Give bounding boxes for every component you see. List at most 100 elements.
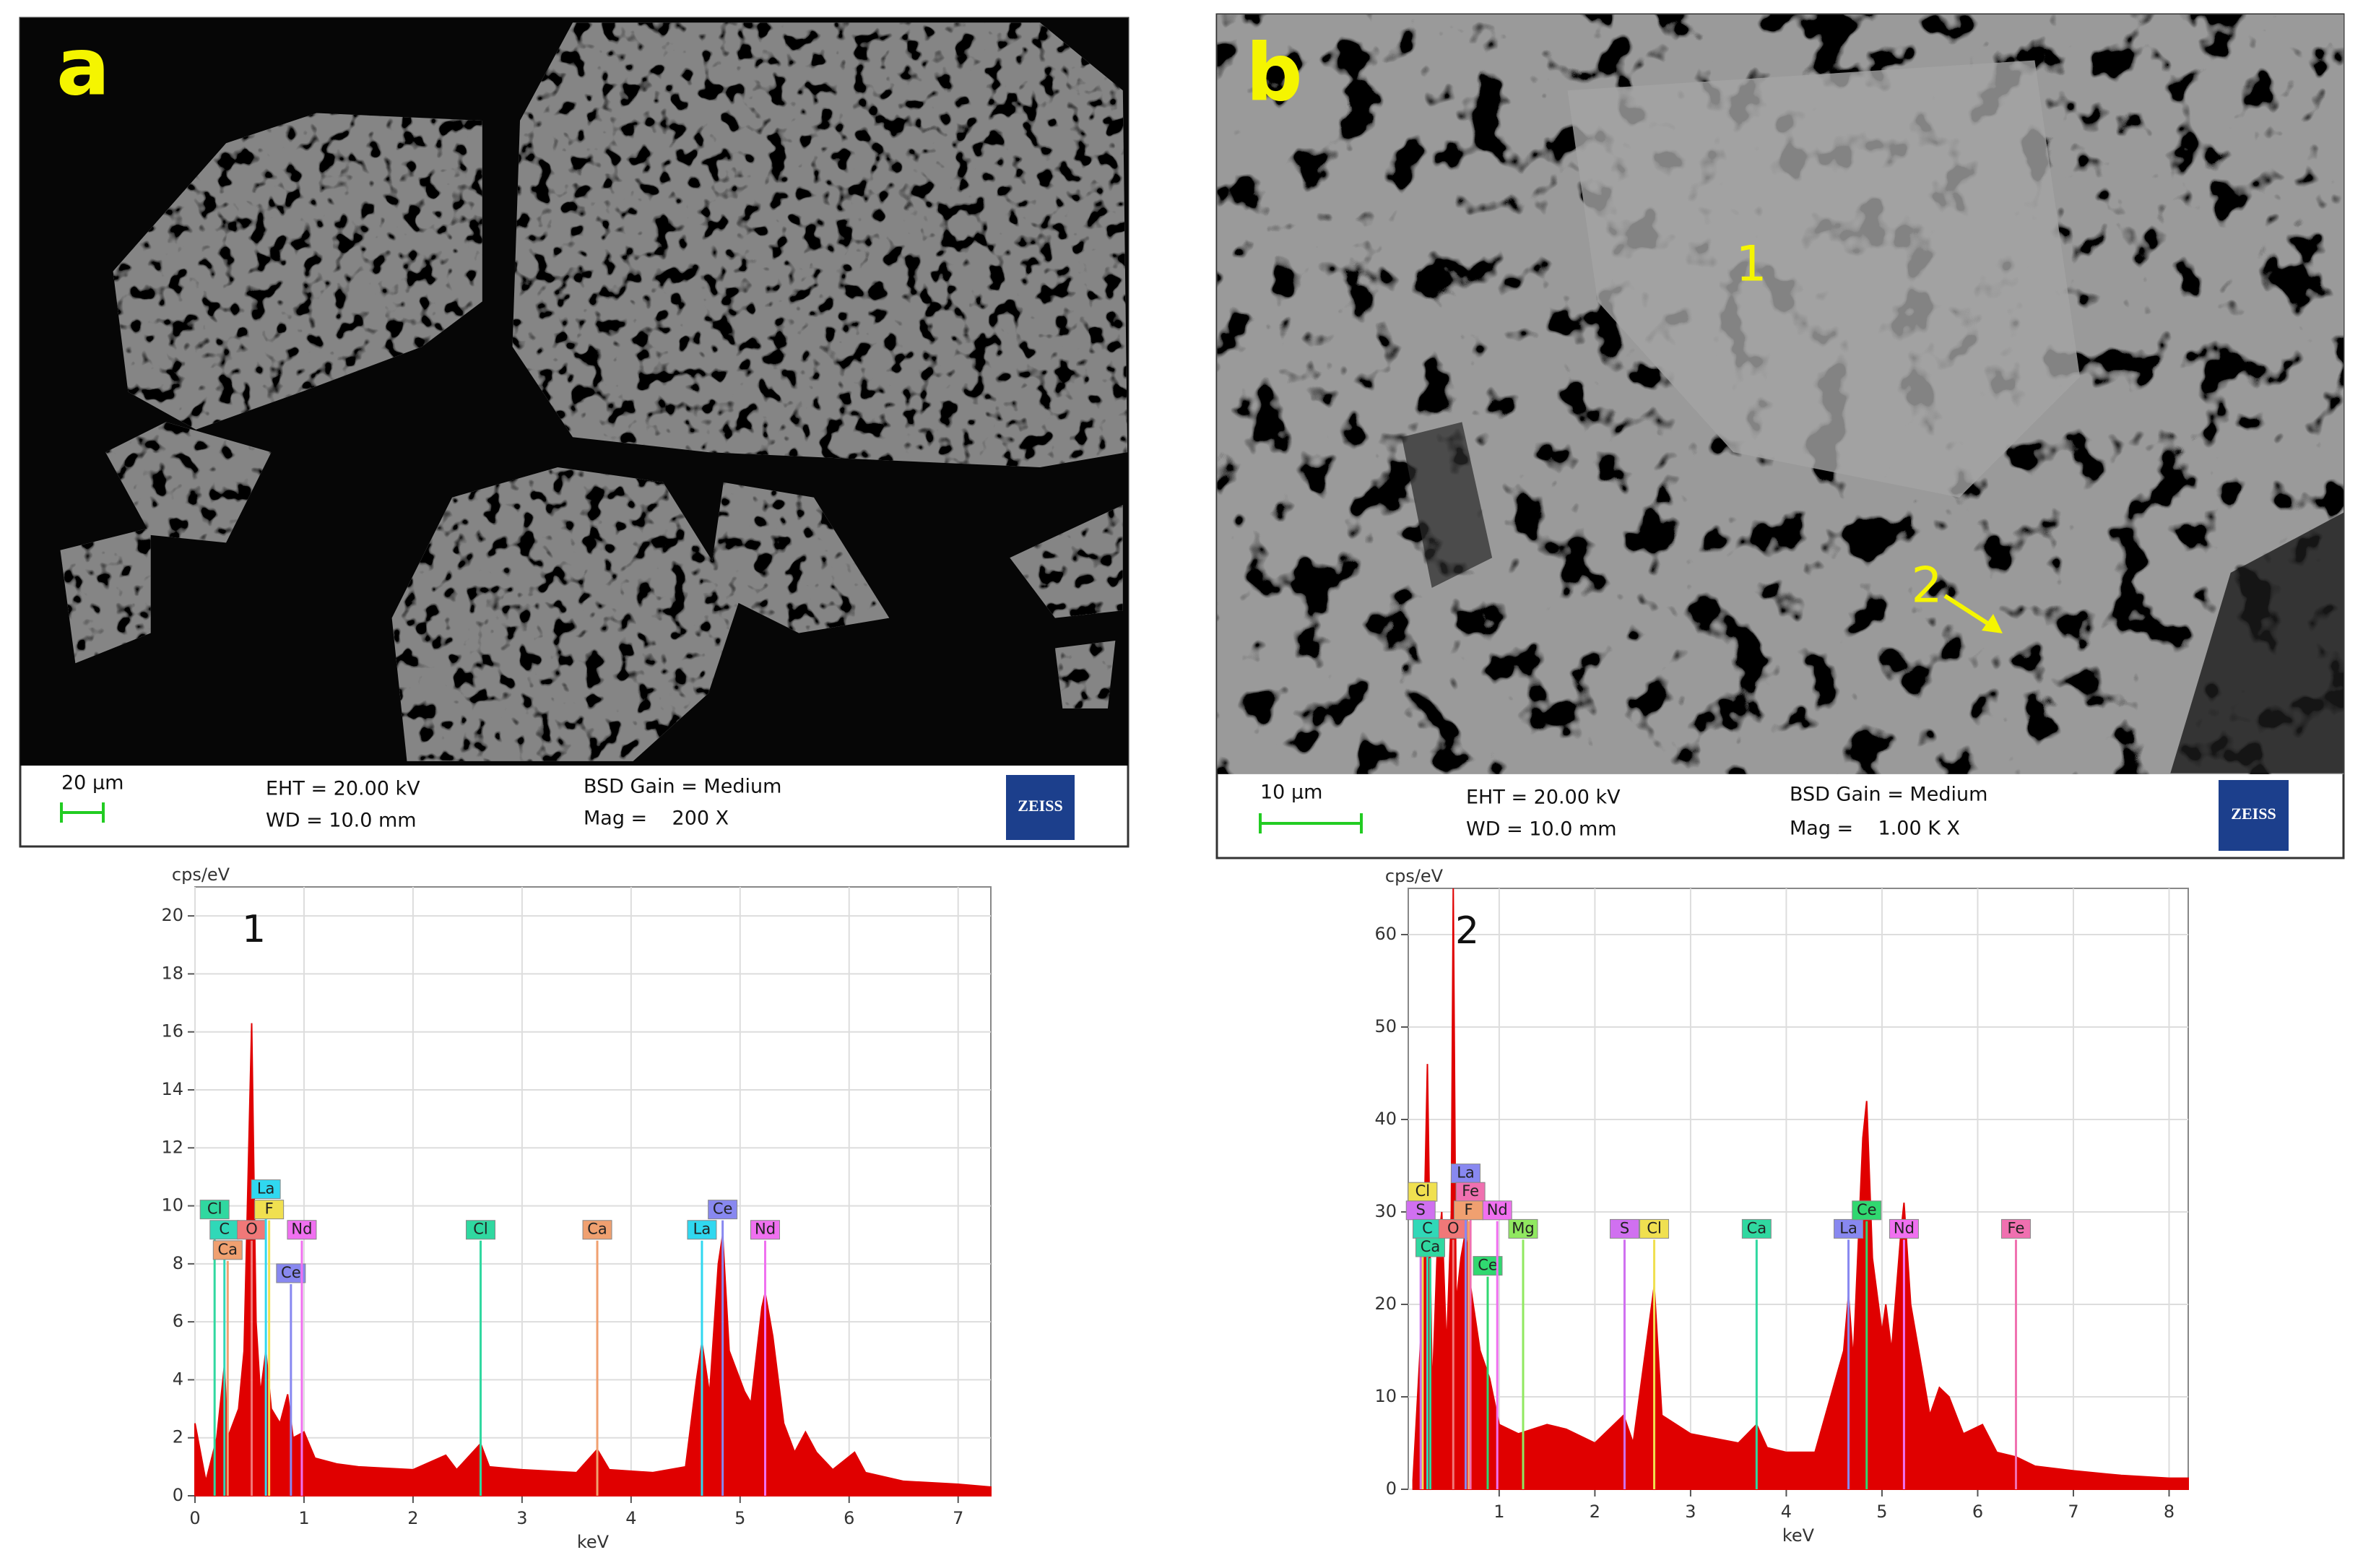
element-label-box [1639,1218,1670,1239]
info-gain: BSD Gain = Medium [1790,784,1987,806]
element-label: Cl [473,1221,488,1238]
info-eht: EHT = 20.00 kV [266,778,420,800]
point-label: 2 [1911,558,1942,615]
y-tick-label: 60 [1374,924,1397,944]
element-label-box [251,1179,281,1200]
element-label: Fe [2008,1219,2025,1236]
element-label: O [246,1221,258,1238]
y-tick-label: 40 [1374,1109,1397,1129]
element-label: O [1447,1219,1460,1236]
panel-letter: b [1246,26,1303,118]
element-label: F [1464,1201,1473,1218]
element-label: Nd [291,1221,312,1238]
x-tick-label: 3 [516,1508,527,1528]
x-tick-label: 6 [1972,1502,1983,1522]
element-label-box [1415,1237,1445,1257]
element-label: S [1416,1201,1426,1218]
element-label: Ce [1857,1201,1877,1218]
element-label-box [199,1200,230,1220]
x-tick-label: 1 [298,1508,309,1528]
plot-area [194,886,992,1496]
element-label-box [1455,1182,1486,1202]
element-label-box [466,1220,496,1240]
info-wd: WD = 10.0 mm [266,810,417,832]
element-label: C [1422,1219,1433,1236]
y-axis-label: cps/eV [172,865,230,885]
element-label: S [1620,1219,1629,1236]
info-mag: Mag = 200 X [584,807,729,830]
element-label-box [687,1220,717,1240]
element-label: Ca [1421,1238,1441,1255]
element-label-box [276,1263,306,1283]
element-label: La [693,1221,711,1238]
element-label-box [1405,1200,1436,1221]
x-tick-label: 6 [844,1508,854,1528]
element-label: Nd [755,1221,776,1238]
element-label-box [1834,1218,1864,1239]
x-axis-label: keV [577,1532,610,1552]
element-label: Cl [207,1200,222,1218]
element-label-box [1408,1182,1438,1202]
y-tick-label: 0 [1386,1478,1397,1499]
y-axis-label: cps/eV [1385,866,1444,886]
element-label: Ca [218,1241,238,1258]
element-label-box [2000,1218,2031,1239]
y-tick-label: 16 [161,1021,183,1041]
scale-bar-label: 20 µm [61,772,123,794]
element-label: Ce [713,1200,733,1218]
element-label: Ce [281,1264,301,1281]
spectrum-annotation: 2 [1455,909,1479,953]
spectrum-annotation: 1 [242,908,266,951]
x-tick-label: 4 [625,1508,636,1528]
y-tick-label: 10 [1374,1386,1397,1406]
element-label-box [1451,1164,1481,1184]
info-eht: EHT = 20.00 kV [1466,787,1621,809]
x-tick-label: 8 [2164,1502,2175,1522]
x-axis-label: keV [1782,1525,1815,1546]
x-tick-label: 7 [953,1508,963,1528]
info-wd: WD = 10.0 mm [1466,818,1617,841]
element-label: La [1457,1164,1475,1182]
info-mag: Mag = 1.00 K X [1790,818,1960,840]
element-label-box [212,1240,243,1260]
logo: ZEISS [2231,805,2276,823]
y-tick-label: 4 [173,1369,183,1389]
element-label: Nd [1894,1219,1915,1236]
x-tick-label: 7 [2068,1502,2078,1522]
y-tick-label: 12 [161,1137,183,1157]
point-label: 1 [1735,236,1766,293]
logo-box [1006,775,1075,840]
element-label-box [582,1220,612,1240]
element-label-box [1889,1218,1919,1239]
element-label-box [287,1220,317,1240]
spectrum [194,1023,992,1496]
x-tick-label: 1 [1493,1502,1504,1522]
y-tick-label: 10 [161,1195,183,1216]
element-label: La [257,1180,275,1197]
y-tick-label: 50 [1374,1016,1397,1036]
logo-box [2219,780,2289,851]
element-label-box [1438,1218,1468,1239]
element-label-box [1508,1218,1538,1239]
x-tick-label: 5 [1876,1502,1887,1522]
element-label-box [1453,1200,1483,1221]
x-tick-label: 3 [1685,1502,1696,1522]
element-label: Ca [1747,1219,1767,1236]
panel-letter: a [56,20,110,113]
element-label-box [254,1200,285,1220]
sem-image-b [1215,13,2345,859]
element-label-box [1852,1200,1882,1221]
x-tick-label: 0 [189,1508,200,1528]
element-label: Ce [1478,1257,1498,1274]
y-tick-label: 20 [1374,1294,1397,1314]
y-tick-label: 8 [173,1253,183,1273]
element-label-box [236,1220,266,1240]
element-label: La [1839,1219,1857,1236]
sem-image-a [19,17,1130,848]
element-label-box [750,1220,781,1240]
element-label: Nd [1487,1201,1508,1218]
scale-bar-label: 10 µm [1260,781,1322,804]
element-label-box [1482,1200,1512,1221]
